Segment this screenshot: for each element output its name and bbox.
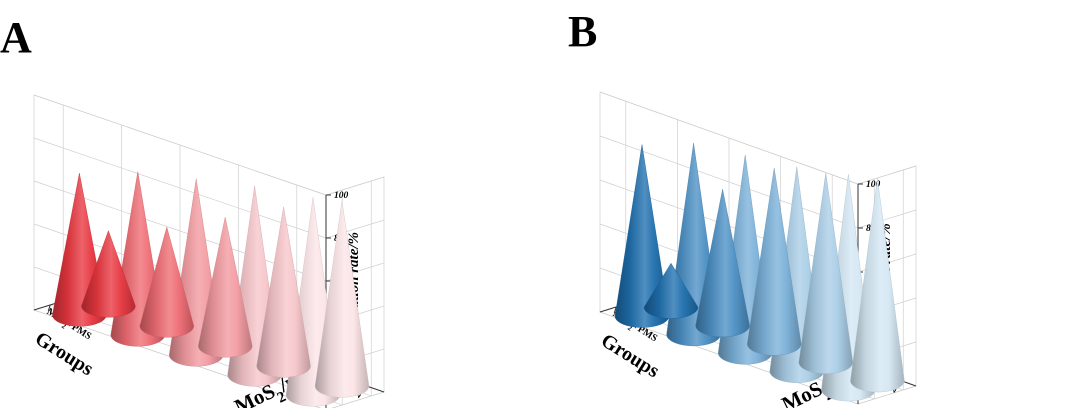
cone-mos2-5 [81, 230, 136, 318]
grid-line [857, 165, 917, 185]
grid-line [325, 219, 385, 239]
cone-mos2-150 [746, 167, 802, 356]
cone-mos2-15 [197, 216, 253, 358]
group-tick [47, 304, 51, 312]
cone-mos2-100 [695, 189, 750, 338]
chart-panel-b: B2040608010050100150200250MoS2+PMSMoS2St… [568, 7, 918, 408]
z-tick-label: 100 [334, 191, 349, 201]
chart-panel-a: A20406080100510152025MoS2+PMSMoS2Sterili… [0, 13, 386, 408]
cone-mos2-50 [643, 262, 699, 319]
grid-line [325, 176, 385, 196]
z-tick-label: 100 [866, 180, 881, 190]
cones [614, 143, 905, 402]
cone-mos2-250 [850, 178, 905, 393]
panel-label: B [568, 7, 597, 56]
grid-line [857, 209, 917, 229]
cone-mos2-25 [314, 201, 370, 398]
cone-mos2-10 [139, 226, 195, 338]
cone-mos2-20 [256, 206, 311, 378]
group-tick [613, 306, 617, 314]
panel-label: A [0, 13, 32, 62]
cone-mos2-200 [798, 173, 854, 374]
cones [52, 171, 370, 407]
